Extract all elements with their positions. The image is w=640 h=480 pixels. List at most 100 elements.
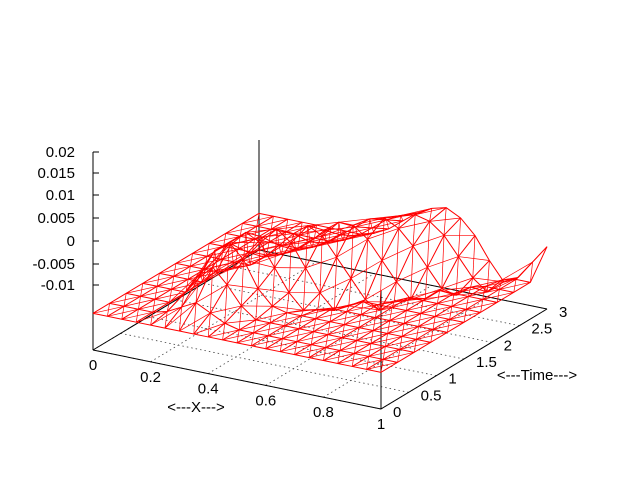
surface-diagonal (515, 246, 548, 280)
surface-diagonal (276, 225, 308, 230)
x-tick-label: 0.6 (255, 392, 276, 409)
surface-diagonal (441, 235, 445, 289)
surface-diagonal (337, 350, 341, 364)
surface-diagonal (265, 335, 269, 349)
surface-diagonal (327, 321, 331, 335)
surface-diagonal (410, 288, 442, 300)
surface-diagonal (207, 312, 211, 337)
surface-diagonal (453, 293, 457, 296)
surface-diagonal (166, 302, 170, 312)
surface-diagonal (397, 349, 401, 363)
surface-diagonal (252, 239, 255, 253)
surface-diagonal (204, 256, 208, 270)
surface-diagonal (398, 221, 430, 229)
surface-diagonal (322, 224, 354, 237)
surface-diagonal (307, 221, 339, 226)
surface-diagonal (243, 232, 247, 261)
surface-diagonal (453, 286, 486, 294)
surface-diagonal (171, 276, 175, 290)
tick-labels: 0.02 0.015 0.01 0.005 0 -0.005 -0.01 0 0.2 0.4 0.6… (32, 144, 567, 433)
surface-diagonal (340, 234, 344, 241)
surface-diagonal (343, 232, 375, 241)
surface-diagonal (413, 339, 417, 353)
time-tick-label: 1 (448, 371, 456, 388)
surface-diagonal (299, 222, 303, 236)
surface-diagonal (341, 324, 345, 338)
surface-diagonal (424, 267, 428, 299)
surface-diagonal (216, 252, 249, 271)
surface-diagonal (384, 214, 416, 219)
surface-diagonal (169, 289, 172, 303)
surface-diagonal (249, 252, 253, 266)
time-tick-label: 0 (393, 404, 401, 421)
surface-diagonal (348, 278, 352, 307)
surface-diagonal (138, 296, 141, 310)
surface-diagonal (339, 337, 343, 351)
surface-diagonal (247, 252, 251, 266)
surface-diagonal (245, 228, 277, 233)
surface-diagonal (193, 302, 197, 335)
surface-diagonal (470, 279, 502, 288)
surface-diagonal (443, 207, 447, 236)
surface-diagonal (245, 232, 249, 253)
surface-diagonal (179, 307, 182, 332)
time-tick-label: 1.5 (476, 354, 497, 371)
surface-diagonal (372, 317, 376, 331)
surface-diagonal (183, 250, 216, 295)
surface-diagonal (425, 294, 457, 299)
surface-diagonal (331, 308, 335, 311)
surface-diagonal (251, 332, 254, 346)
surface-diagonal (222, 323, 226, 340)
surface-diagonal (441, 277, 473, 289)
surface-diagonal (239, 223, 243, 237)
surface-diagonal (399, 336, 403, 350)
surface-diagonal (294, 341, 298, 355)
z-tick-label: -0.01 (41, 277, 75, 294)
surface-diagonal (272, 267, 275, 307)
surface-diagonal (270, 216, 274, 230)
surface-diagonal (336, 222, 340, 258)
surface-diagonal (387, 320, 391, 334)
surface-diagonal (356, 327, 360, 341)
surface-diagonal (391, 301, 395, 308)
surface-diagonal (323, 347, 326, 361)
surface-diagonal (486, 260, 490, 292)
surface-diagonal (427, 221, 430, 268)
time-tick-label: 2 (504, 337, 512, 354)
surface-diagonal (371, 227, 375, 234)
surface-diagonal (152, 299, 156, 313)
surface-diagonal (250, 254, 282, 266)
surface-diagonal (353, 217, 385, 226)
x-tick-label: 0.2 (140, 369, 161, 386)
x-tick-label: 0 (89, 357, 97, 374)
surface-diagonal (458, 217, 461, 257)
surface-diagonal (290, 233, 294, 244)
surface-diagonal (449, 306, 453, 320)
surface-diagonal (272, 305, 304, 311)
surface-diagonal (121, 306, 125, 320)
surface-diagonal (200, 273, 203, 283)
surface-diagonal (262, 236, 265, 258)
surface-diagonal (406, 297, 409, 311)
surface-diagonal (386, 219, 389, 229)
surface-diagonal (218, 259, 222, 273)
surface-diagonal (308, 344, 312, 358)
surface-diagonal (369, 215, 401, 220)
surface-diagonal (334, 257, 337, 311)
surface-diagonal (403, 310, 407, 324)
surface-diagonal (216, 270, 220, 273)
surface-diagonal (266, 247, 298, 256)
surface-diagonal (283, 232, 286, 246)
z-tick-label: 0.01 (46, 187, 75, 204)
surface-diagonal (156, 273, 160, 287)
surface-diagonal (233, 256, 265, 269)
surface-diagonal (305, 225, 309, 268)
surface-diagonal (325, 334, 329, 348)
surface-diagonal (280, 245, 284, 255)
surface-diagonal (298, 315, 302, 329)
surface-diagonal (286, 292, 290, 313)
surface-diagonal (269, 306, 273, 323)
surface-diagonal (235, 249, 239, 263)
t-axis-line (380, 308, 548, 410)
